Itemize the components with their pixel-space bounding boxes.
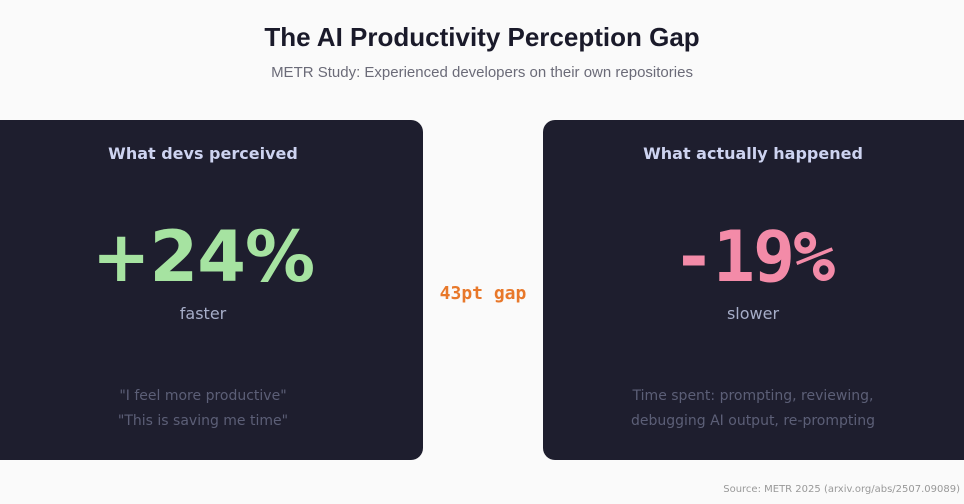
gap-label: 43pt gap: [439, 283, 527, 304]
actual-label: slower: [726, 304, 780, 323]
perceived-heading: What devs perceived: [108, 144, 298, 163]
page-title: The AI Productivity Perception Gap: [264, 22, 700, 52]
page-subtitle: METR Study: Experienced developers on th…: [271, 64, 693, 81]
perceived-label: faster: [179, 304, 227, 323]
actual-notes: Time spent: prompting, reviewing, debugg…: [553, 384, 953, 434]
perceived-value: +24%: [91, 216, 315, 298]
perceived-card: What devs perceived +24% faster "I feel …: [0, 120, 423, 460]
perceived-notes: "I feel more productive" "This is saving…: [0, 384, 406, 434]
actual-value: -19%: [672, 216, 836, 298]
source-citation: Source: METR 2025 (arxiv.org/abs/2507.09…: [723, 484, 960, 495]
actual-card: What actually happened -19% slower Time …: [543, 120, 964, 460]
perceived-note: "This is saving me time": [117, 413, 289, 429]
actual-note: Time spent: prompting, reviewing,: [632, 388, 874, 404]
perceived-note: "I feel more productive": [119, 388, 287, 404]
actual-heading: What actually happened: [643, 144, 863, 163]
actual-note: debugging AI output, re-prompting: [630, 413, 876, 429]
